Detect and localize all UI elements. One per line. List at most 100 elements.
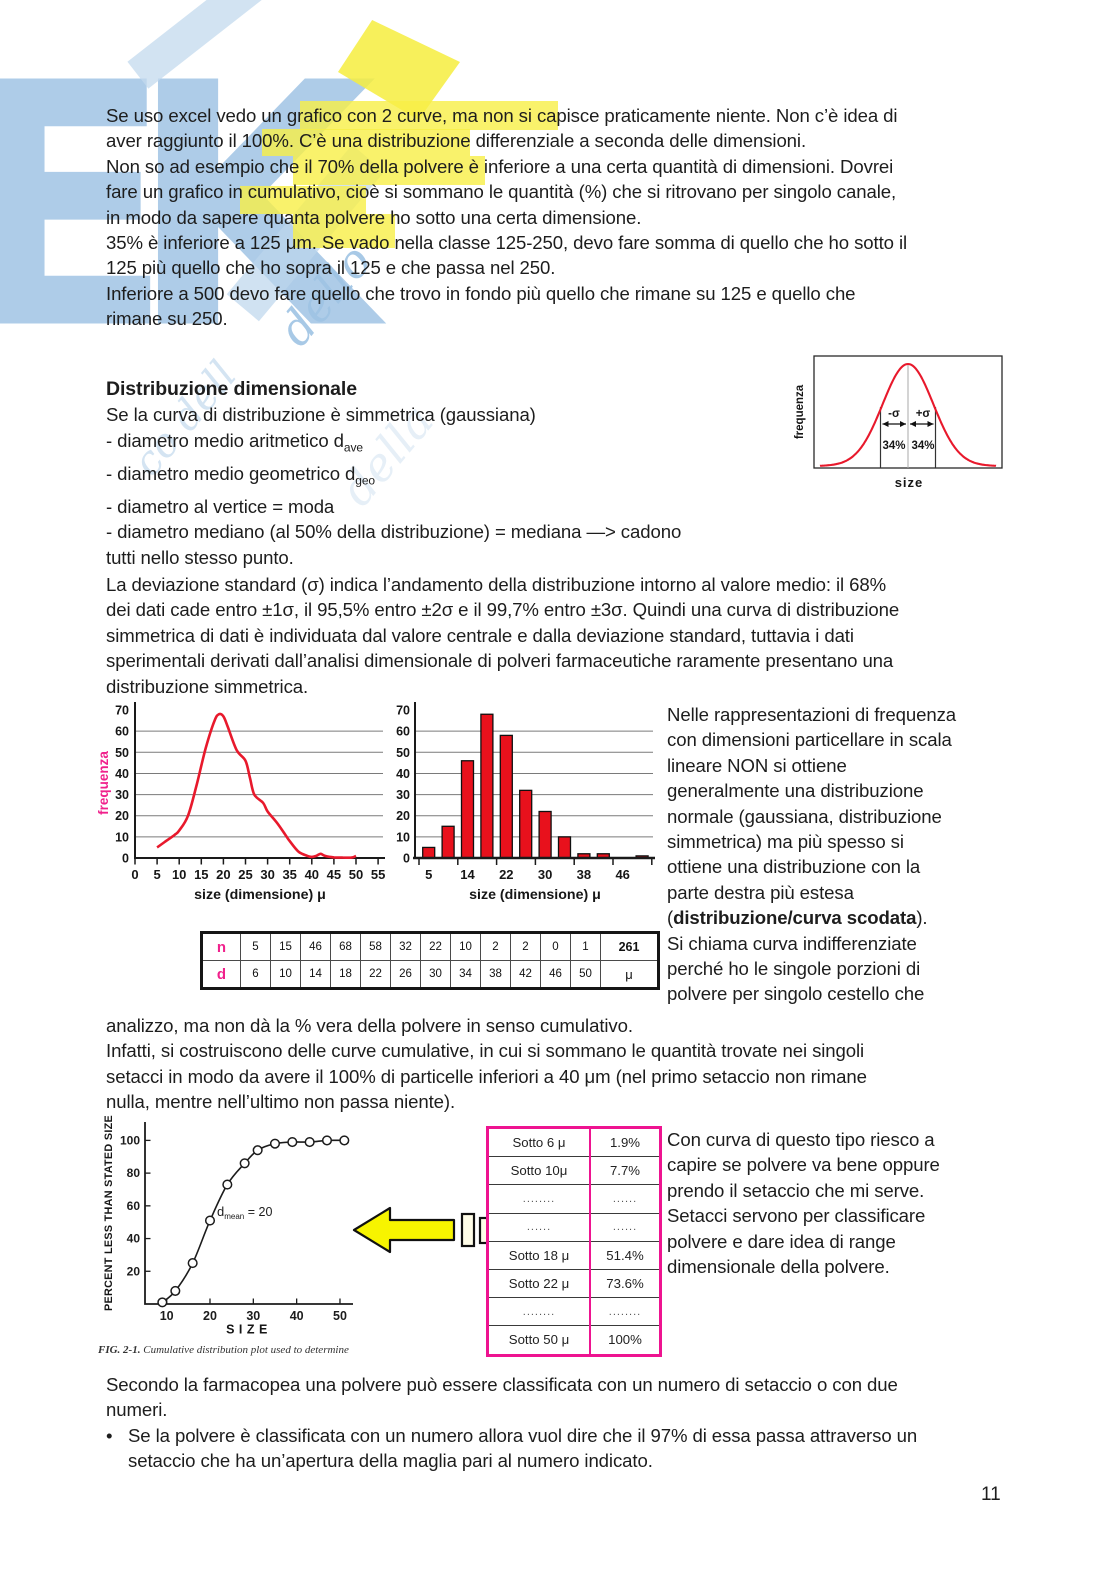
- data-curve: [161, 1139, 345, 1304]
- tick-label: 20: [203, 1309, 217, 1323]
- table-row: d 6 10 14 18 22 26 30 34 38 42 46 50 μ: [201, 960, 659, 989]
- tick-label: 50: [115, 746, 129, 760]
- table-cell: 46: [300, 932, 331, 961]
- table-cell: 26: [390, 960, 421, 989]
- bullet-item-continuation: setaccio che ha un’apertura della maglia…: [128, 1450, 653, 1472]
- tick-label: 40: [396, 767, 410, 781]
- table-cell: 46: [540, 960, 571, 989]
- table-cell: Sotto 50 μ: [487, 1325, 590, 1355]
- x-axis-label: size (dimensione) μ: [194, 887, 326, 903]
- data-point: [339, 1135, 350, 1146]
- paragraph-right-frequency: Nelle rappresentazioni di frequenza con d…: [667, 702, 956, 1007]
- table-cell: ........: [589, 1297, 661, 1326]
- list-item: - diametro al vertice = moda: [106, 496, 335, 518]
- tick-label: 30: [538, 867, 552, 882]
- table-cell: 7.7%: [589, 1156, 661, 1185]
- gaussian-curve-chart: -σ +σ 34% 34% frequenza size: [794, 355, 1003, 490]
- list-item-continuation: tutti nello stesso punto.: [106, 546, 294, 568]
- bar: [499, 734, 513, 859]
- table-cell: 0: [540, 932, 571, 961]
- tick-label: 0: [122, 852, 129, 866]
- tick-label: 60: [115, 725, 129, 739]
- bullet-item: • Se la polvere è classificata con un num…: [106, 1424, 918, 1446]
- paragraph-deviazione-standard: La deviazione standard (σ) indica l’anda…: [106, 574, 900, 697]
- x-axis-label: size: [895, 475, 924, 490]
- tick-label: 20: [115, 809, 129, 823]
- table-cell: 68: [330, 932, 361, 961]
- tick-label: 25: [238, 867, 252, 882]
- tick-label: 20: [127, 1264, 141, 1278]
- tick-label: 10: [115, 830, 129, 844]
- data-point: [252, 1145, 263, 1156]
- table-cell: 1.9%: [589, 1127, 661, 1157]
- y-axis-label: frequenza: [794, 384, 806, 439]
- text-lines: Secondo la farmacopea una polvere può es…: [106, 1374, 898, 1421]
- table-cell: ......: [487, 1212, 590, 1242]
- data-point: [269, 1138, 281, 1149]
- bold-line: (distribuzione/curva scodata).: [667, 907, 928, 929]
- data-point: [187, 1258, 198, 1269]
- table-cell: 1: [570, 932, 601, 961]
- table-row: Sotto 50 μ 100%: [487, 1325, 661, 1355]
- bar: [538, 810, 552, 859]
- tick-label: 55: [371, 867, 385, 882]
- bar: [557, 836, 572, 859]
- data-point: [222, 1179, 233, 1190]
- data-point: [321, 1135, 333, 1146]
- table-row: ................: [487, 1297, 661, 1326]
- arrowhead: [900, 421, 906, 427]
- arrowhead: [927, 421, 934, 427]
- tick-label: 30: [246, 1309, 260, 1323]
- annotation: 34%: [882, 440, 905, 452]
- table-cell: ........: [487, 1297, 590, 1326]
- tick-label: 38: [577, 867, 591, 882]
- table-cell: 38: [480, 960, 511, 989]
- table-cell: 6: [240, 960, 271, 989]
- paragraph-farmacopea: Secondo la farmacopea una polvere può es…: [106, 1372, 917, 1474]
- tick-label: 70: [396, 704, 410, 718]
- annotation: +σ: [916, 408, 931, 420]
- data-point: [170, 1285, 181, 1296]
- table-cell: ......: [589, 1212, 661, 1242]
- table-cell: 14: [300, 960, 331, 989]
- section-heading: Distribuzione dimensionale: [106, 378, 357, 400]
- bar: [441, 825, 455, 859]
- section-distribuzione-dimensionale: Distribuzione dimensionale Se la curva d…: [106, 377, 681, 570]
- table-cell: 30: [420, 960, 451, 989]
- tick-label: 40: [115, 767, 129, 781]
- table-cell: 32: [390, 932, 421, 961]
- tick-label: 46: [615, 867, 629, 882]
- annotation: -σ: [888, 408, 900, 420]
- table-cell: ........: [487, 1184, 590, 1214]
- axis: [144, 1122, 353, 1305]
- bell-curve: [819, 362, 997, 467]
- table-cell: 100%: [589, 1325, 661, 1355]
- tick-label: 50: [349, 867, 363, 882]
- table-cell: 50: [570, 960, 601, 989]
- table-cell: 22: [420, 932, 451, 961]
- tick-label: 30: [260, 867, 274, 882]
- cumulative-distribution-chart: 20 40 60 80 100 10 20 30 40 50 dmean = 20 PERCENT L…: [103, 1115, 353, 1337]
- watermark-ribbon: [127, 0, 267, 89]
- table-cell: 15: [270, 932, 301, 961]
- data-point: [239, 1158, 250, 1169]
- tick-label: 80: [127, 1166, 141, 1180]
- tick-label: 10: [160, 1309, 174, 1323]
- table-cell: n: [201, 932, 241, 961]
- tick-label: 40: [305, 867, 319, 882]
- y-axis-label: frequenza: [96, 751, 111, 815]
- data-curve: [156, 712, 357, 860]
- tick-label: 10: [172, 867, 186, 882]
- table-cell: Sotto 18 μ: [487, 1240, 590, 1270]
- tick-label: 10: [396, 830, 410, 844]
- table-cell: d: [201, 960, 241, 989]
- figure-caption: FIG. 2-1. Cumulative distribution plot u…: [98, 1344, 349, 1356]
- table-row: ............: [487, 1212, 661, 1242]
- tick-label: 40: [127, 1232, 141, 1246]
- tick-label: 40: [290, 1309, 304, 1323]
- page-number: 11: [981, 1484, 1001, 1505]
- text-lines: Si chiama curva indifferenziate perché ho…: [667, 932, 925, 1005]
- table-cell: 5: [240, 932, 271, 961]
- tick-label: 30: [115, 788, 129, 802]
- paragraph-curve-cumulative: analizzo, ma non dà la % vera della polv…: [106, 1015, 867, 1113]
